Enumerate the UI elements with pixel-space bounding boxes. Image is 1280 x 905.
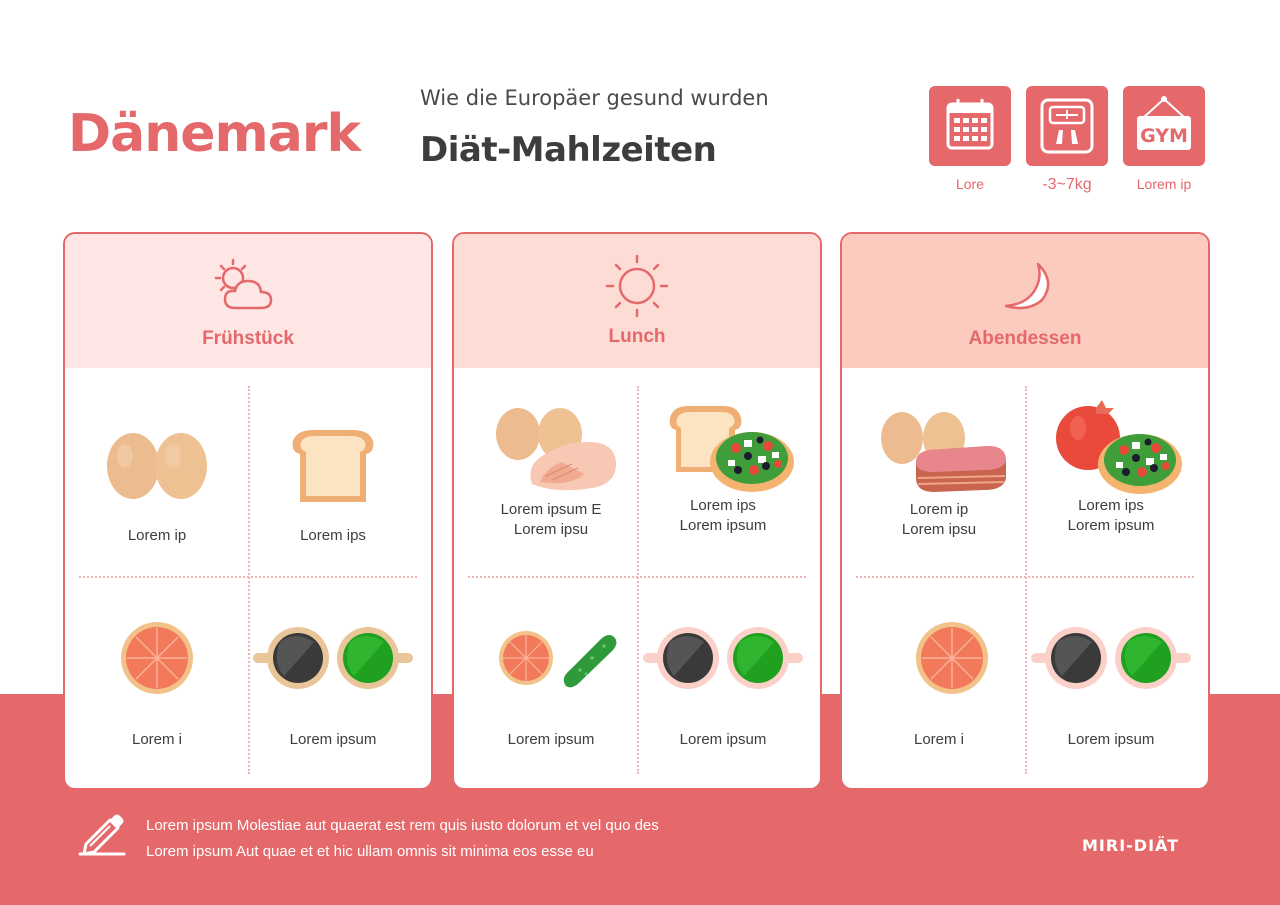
divider [79, 576, 417, 578]
sun-cloud-icon [214, 258, 273, 310]
food-item: Lorem i [854, 620, 1024, 750]
toast-icon [292, 430, 374, 502]
divider [1025, 386, 1027, 774]
toast-salad-icon [669, 406, 794, 492]
eggs-chicken-icon [496, 408, 616, 491]
scale-icon [1040, 98, 1094, 154]
meal-card-header: Abendessen [842, 234, 1208, 368]
meal-card-breakfast: Frühstück Lorem ip Lorem ips Lorem i [63, 232, 433, 790]
food-label: Lorem ipsum [679, 731, 767, 748]
food-item: Lorem ips Lorem ipsum [638, 400, 808, 536]
food-label: Lorem ips Lorem ipsum [1067, 497, 1155, 534]
pencil-icon [78, 814, 126, 856]
food-item: Lorem ipsum [466, 620, 636, 750]
meal-card-dinner: Abendessen Lorem ip Lorem ipsu Lorem ips… [840, 232, 1210, 790]
food-label: Lorem ip [127, 527, 187, 544]
eggs-icon [107, 433, 207, 499]
eggs-steak-icon [881, 412, 1006, 492]
food-item: Lorem ip Lorem ipsu [854, 406, 1024, 540]
food-label: Lorem ipsum [289, 731, 377, 748]
cups-icon [253, 627, 413, 689]
cups-icon [1031, 627, 1191, 689]
page-title: Dänemark [68, 104, 361, 164]
grapefruit-icon [121, 622, 193, 694]
food-item: Lorem ipsum [1026, 620, 1196, 750]
meal-card-lunch: Lunch Lorem ipsum E Lorem ipsu Lorem ips… [452, 232, 822, 790]
meal-title: Abendessen [968, 328, 1082, 349]
grapefruit-icon [916, 622, 988, 694]
footer-note-line-2: Lorem ipsum Aut quae et et hic ullam omn… [146, 843, 594, 860]
food-item: Lorem ipsum [248, 620, 418, 750]
food-label: Lorem ipsum [1067, 731, 1155, 748]
gym-sign-icon: GYM [1137, 96, 1191, 150]
scale-badge-label: -3~7kg [1042, 176, 1092, 193]
divider [248, 386, 250, 774]
moon-icon [1004, 262, 1050, 310]
grapefruit-cucumber-icon [499, 631, 617, 688]
food-label: Lorem ips Lorem ipsum [679, 497, 767, 534]
calendar-icon [946, 99, 994, 150]
food-item: Lorem ipsum [638, 620, 808, 750]
gym-badge-label: Lorem ip [1136, 176, 1192, 192]
cups-icon [643, 627, 803, 689]
food-item: Lorem ips [248, 426, 418, 546]
calendar-badge-label: Lore [955, 176, 985, 192]
divider [637, 386, 639, 774]
meal-card-header: Frühstück [65, 234, 431, 368]
page-heading: Diät-Mahlzeiten [420, 130, 717, 170]
meal-title: Lunch [608, 326, 666, 347]
food-label: Lorem i [131, 731, 183, 748]
food-label: Lorem i [913, 731, 965, 748]
sun-icon [605, 254, 669, 318]
gym-sign-text: GYM [1140, 125, 1188, 147]
food-item: Lorem ips Lorem ipsum [1026, 400, 1196, 536]
footer-note-line-1: Lorem ipsum Molestiae aut quaerat est re… [146, 817, 659, 834]
food-item: Lorem ipsum E Lorem ipsu [466, 406, 636, 540]
tomato-salad-icon [1056, 400, 1182, 494]
meal-card-header: Lunch [454, 234, 820, 368]
food-label: Lorem ips [300, 527, 366, 544]
food-label: Lorem ip Lorem ipsu [901, 501, 977, 538]
page-subtitle: Wie die Europäer gesund wurden [420, 86, 769, 110]
food-item: Lorem ip [72, 426, 242, 546]
scale-badge [1026, 86, 1108, 166]
brand-logo: MIRI-DIÄT [1082, 836, 1180, 855]
gym-badge: GYM [1123, 86, 1205, 166]
divider [468, 576, 806, 578]
food-label: Lorem ipsum [507, 731, 595, 748]
calendar-badge [929, 86, 1011, 166]
food-label: Lorem ipsum E Lorem ipsu [500, 501, 602, 538]
meal-title: Frühstück [202, 328, 294, 349]
divider [856, 576, 1194, 578]
food-item: Lorem i [72, 620, 242, 750]
